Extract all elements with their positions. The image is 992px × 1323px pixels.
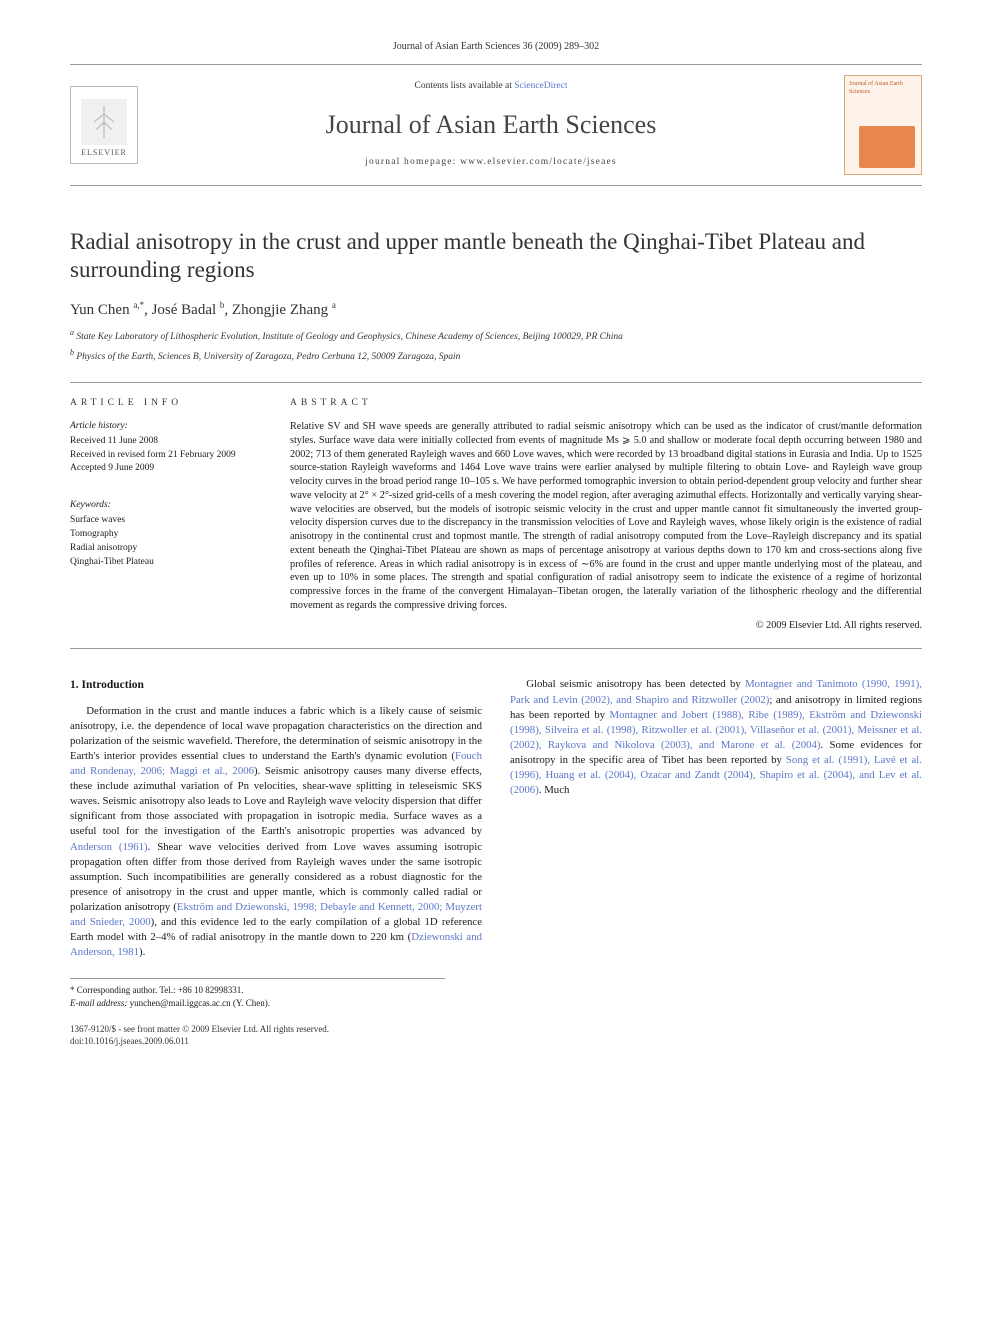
journal-reference: Journal of Asian Earth Sciences 36 (2009…: [70, 40, 922, 54]
author-list: Yun Chen a,*, José Badal b, Zhongjie Zha…: [70, 299, 922, 320]
corr-email: yunchen@mail.iggcas.ac.cn: [130, 998, 231, 1008]
corr-line: * Corresponding author. Tel.: +86 10 829…: [70, 984, 445, 996]
corr-email-paren: (Y. Chen).: [233, 998, 270, 1008]
cover-thumb-map-icon: [859, 126, 915, 168]
elsevier-tree-icon: [81, 99, 127, 145]
elsevier-wordmark: ELSEVIER: [81, 148, 127, 159]
keyword-2: Tomography: [70, 528, 260, 541]
affiliation-a-text: State Key Laboratory of Lithospheric Evo…: [76, 332, 623, 342]
journal-cover-thumb: Journal of Asian Earth Sciences: [844, 75, 922, 175]
corr-email-line: E-mail address: yunchen@mail.iggcas.ac.c…: [70, 997, 445, 1009]
intro-para-1: Deformation in the crust and mantle indu…: [70, 704, 482, 961]
abstract-heading: ABSTRACT: [290, 397, 922, 410]
abstract-block: ABSTRACT Relative SV and SH wave speeds …: [290, 397, 922, 632]
article-info-block: ARTICLE INFO Article history: Received 1…: [70, 397, 260, 632]
history-received: Received 11 June 2008: [70, 435, 260, 448]
keyword-4: Qinghai-Tibet Plateau: [70, 556, 260, 569]
affiliation-b: b Physics of the Earth, Sciences B, Univ…: [70, 348, 922, 364]
p1f: ).: [139, 946, 145, 958]
keywords-block: Keywords: Surface waves Tomography Radia…: [70, 499, 260, 568]
article-title: Radial anisotropy in the crust and upper…: [70, 228, 922, 286]
section-title: Introduction: [82, 679, 144, 691]
sciencedirect-link[interactable]: ScienceDirect: [514, 81, 567, 91]
section-1-heading: 1. Introduction: [70, 677, 482, 693]
history-revised: Received in revised form 21 February 200…: [70, 449, 260, 462]
journal-name: Journal of Asian Earth Sciences: [156, 107, 826, 142]
article-info-heading: ARTICLE INFO: [70, 397, 260, 410]
elsevier-logo: ELSEVIER: [70, 86, 138, 164]
cover-thumb-title: Journal of Asian Earth Sciences: [849, 80, 917, 96]
doi-line: doi:10.1016/j.jseaes.2009.06.011: [70, 1035, 922, 1047]
article-history-label: Article history:: [70, 420, 260, 433]
keywords-label: Keywords:: [70, 499, 260, 512]
keyword-1: Surface waves: [70, 514, 260, 527]
keyword-3: Radial anisotropy: [70, 542, 260, 555]
affiliation-b-text: Physics of the Earth, Sciences B, Univer…: [76, 352, 460, 362]
affiliation-a: a State Key Laboratory of Lithospheric E…: [70, 328, 922, 344]
p2a: Global seismic anisotropy has been detec…: [526, 678, 745, 690]
corresponding-footnote: * Corresponding author. Tel.: +86 10 829…: [70, 978, 445, 1008]
p1a: Deformation in the crust and mantle indu…: [70, 705, 482, 762]
abstract-text: Relative SV and SH wave speeds are gener…: [290, 420, 922, 613]
intro-para-2: Global seismic anisotropy has been detec…: [510, 677, 922, 798]
ref-anderson[interactable]: Anderson (1961): [70, 841, 148, 853]
section-number: 1.: [70, 679, 79, 691]
email-label: E-mail address:: [70, 998, 127, 1008]
homepage-url: www.elsevier.com/locate/jseaes: [460, 157, 617, 167]
contents-prefix: Contents lists available at: [414, 81, 514, 91]
contents-available-line: Contents lists available at ScienceDirec…: [156, 80, 826, 93]
journal-homepage: journal homepage: www.elsevier.com/locat…: [156, 156, 826, 169]
journal-header: ELSEVIER Contents lists available at Sci…: [70, 64, 922, 186]
header-center: Contents lists available at ScienceDirec…: [156, 80, 826, 169]
info-abstract-row: ARTICLE INFO Article history: Received 1…: [70, 382, 922, 649]
issn-line: 1367-9120/$ - see front matter © 2009 El…: [70, 1023, 922, 1035]
abstract-copyright: © 2009 Elsevier Ltd. All rights reserved…: [290, 619, 922, 633]
p2d: . Much: [539, 784, 570, 796]
page-footer: 1367-9120/$ - see front matter © 2009 El…: [70, 1023, 922, 1047]
homepage-prefix: journal homepage:: [365, 157, 460, 167]
body-text: 1. Introduction Deformation in the crust…: [70, 677, 922, 960]
history-accepted: Accepted 9 June 2009: [70, 462, 260, 475]
